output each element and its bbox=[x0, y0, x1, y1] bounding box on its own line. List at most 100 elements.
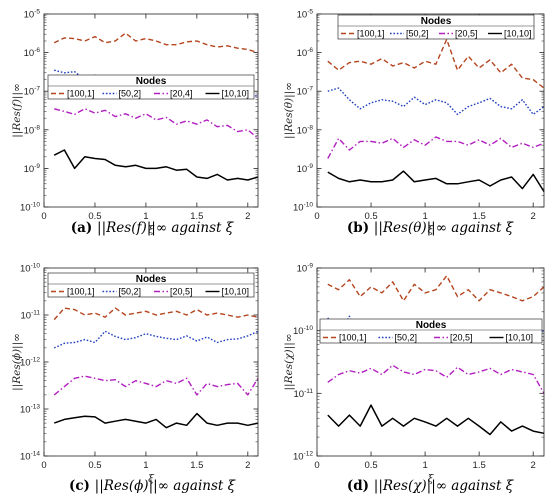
y-tick-label: 10-9 bbox=[297, 263, 314, 275]
y-tick-label: 10-8 bbox=[24, 124, 41, 136]
legend-title: Nodes bbox=[421, 16, 452, 27]
legend-label: [10,10] bbox=[222, 287, 250, 297]
y-tick-label: 10-5 bbox=[24, 9, 41, 21]
series-line-10-10 bbox=[53, 149, 259, 181]
legend-box bbox=[47, 272, 255, 298]
y-tick-label: 10-7 bbox=[297, 86, 314, 98]
y-tick-label: 10-14 bbox=[20, 451, 40, 463]
x-tick-label: 0 bbox=[41, 211, 46, 222]
y-tick-label: 10-8 bbox=[297, 124, 314, 136]
series-line-20-5 bbox=[327, 364, 545, 394]
y-tick-label: 10-12 bbox=[293, 451, 313, 463]
caption-text: ||Res(χ)||∞ against ξ bbox=[374, 478, 514, 494]
x-tick-label: 1 bbox=[422, 211, 427, 222]
x-tick-label: 1.5 bbox=[473, 211, 486, 222]
x-tick-label: 1.5 bbox=[473, 460, 486, 471]
series-line-10-10 bbox=[327, 170, 545, 192]
legend-box bbox=[337, 14, 535, 40]
x-tick-label: 1.5 bbox=[190, 460, 203, 471]
series-line-100-1 bbox=[53, 32, 259, 54]
y-tick-label: 10-11 bbox=[21, 310, 41, 322]
series-line-50-2 bbox=[53, 330, 259, 349]
caption-letter: (a) bbox=[71, 220, 97, 236]
plot-frame bbox=[43, 13, 259, 208]
y-tick-label: 10-12 bbox=[20, 357, 40, 369]
legend: Nodes [100,1] [50,2] [20,4] [10,10] bbox=[47, 74, 255, 100]
y-axis-label: ||Res(θ)||∞ bbox=[283, 82, 296, 139]
legend-label: [100,1] bbox=[67, 287, 95, 297]
y-tick-label: 10-7 bbox=[24, 86, 41, 98]
x-tick-label: 2 bbox=[245, 460, 250, 471]
x-axis-label: ξ bbox=[428, 224, 435, 236]
legend-title: Nodes bbox=[136, 274, 167, 285]
panel-caption: (a) ||Res(f)||∞ against ξ bbox=[71, 220, 234, 236]
series-line-100-1 bbox=[327, 275, 545, 302]
panel-caption: (d) ||Res(χ)||∞ against ξ bbox=[347, 478, 514, 494]
legend-title: Nodes bbox=[136, 76, 167, 87]
x-tick-label: 2 bbox=[531, 211, 536, 222]
x-tick-label: 0 bbox=[314, 460, 319, 471]
x-tick-label: 1 bbox=[422, 460, 427, 471]
x-tick-label: 0.5 bbox=[364, 460, 377, 471]
legend-label: [50,2] bbox=[406, 29, 429, 39]
y-tick-label: 10-10 bbox=[20, 202, 40, 214]
series-line-100-1 bbox=[327, 38, 545, 89]
x-axis-label: ξ bbox=[428, 473, 435, 485]
y-axis-label: ||Res(f)||∞ bbox=[11, 83, 24, 137]
series-line-20-4 bbox=[54, 108, 259, 139]
chart-panel-d: 10-12 10-11 10-10 10-9 0 0.5 1 1.5 2 Nodes [100,1]… bbox=[283, 263, 545, 494]
legend-label: [20,5] bbox=[455, 29, 478, 39]
plot-frame bbox=[43, 267, 259, 457]
plot-frame bbox=[316, 267, 545, 457]
y-tick-label: 10-9 bbox=[297, 163, 314, 175]
caption-letter: (d) bbox=[347, 478, 374, 494]
caption-text: ||Res(ϕ)||∞ against ξ bbox=[95, 478, 236, 494]
series-line-100-1 bbox=[53, 307, 259, 321]
legend: Nodes [100,1] [50,2] [20,5] [10,10] bbox=[47, 272, 255, 298]
x-axis-label: ξ bbox=[148, 224, 155, 236]
y-tick-label: 10-6 bbox=[297, 47, 314, 59]
series-line-20-5 bbox=[327, 136, 545, 159]
legend: Nodes [100,1] [50,2] [20,5] [10,10] bbox=[337, 14, 535, 40]
legend-label: [50,2] bbox=[119, 287, 142, 297]
x-tick-label: 0.5 bbox=[364, 211, 377, 222]
y-axis-label: ||Res(χ)||∞ bbox=[283, 334, 296, 391]
y-tick-label: 10-10 bbox=[293, 325, 313, 337]
panel-caption: (c) ||Res(ϕ)||∞ against ξ bbox=[69, 478, 236, 494]
legend-label: [50,2] bbox=[119, 89, 142, 99]
x-tick-label: 1 bbox=[143, 460, 148, 471]
legend-box bbox=[47, 74, 255, 100]
legend-label: [20,5] bbox=[450, 333, 473, 343]
y-tick-label: 10-10 bbox=[20, 263, 40, 275]
x-tick-label: 0.5 bbox=[88, 460, 101, 471]
series-line-10-10 bbox=[327, 404, 545, 436]
series-line-50-2 bbox=[327, 87, 545, 116]
legend-label: [10,10] bbox=[222, 89, 250, 99]
caption-letter: (c) bbox=[69, 478, 95, 494]
y-tick-label: 10-11 bbox=[294, 388, 314, 400]
legend-label: [100,1] bbox=[357, 29, 385, 39]
legend-label: [10,10] bbox=[506, 333, 534, 343]
legend-box bbox=[319, 318, 543, 344]
caption-text: ||Res(f)||∞ against ξ bbox=[97, 220, 234, 236]
legend-label: [20,5] bbox=[170, 287, 193, 297]
y-tick-label: 10-5 bbox=[297, 9, 314, 21]
x-tick-label: 2 bbox=[531, 460, 536, 471]
x-tick-label: 2 bbox=[245, 211, 250, 222]
legend-title: Nodes bbox=[416, 320, 447, 331]
legend-label: [100,1] bbox=[67, 89, 95, 99]
y-tick-label: 10-9 bbox=[24, 163, 41, 175]
caption-text: ||Res(θ)||∞ against ξ bbox=[374, 220, 514, 236]
y-tick-label: 10-10 bbox=[293, 202, 313, 214]
legend-label: [50,2] bbox=[395, 333, 418, 343]
x-tick-label: 0 bbox=[314, 211, 319, 222]
series-line-10-10 bbox=[53, 412, 259, 429]
legend-label: [10,10] bbox=[504, 29, 532, 39]
y-axis-label: ||Res(ϕ)||∞ bbox=[11, 333, 24, 391]
panel-caption: (b) ||Res(θ)||∞ against ξ bbox=[347, 220, 514, 236]
x-tick-label: 0 bbox=[41, 460, 46, 471]
